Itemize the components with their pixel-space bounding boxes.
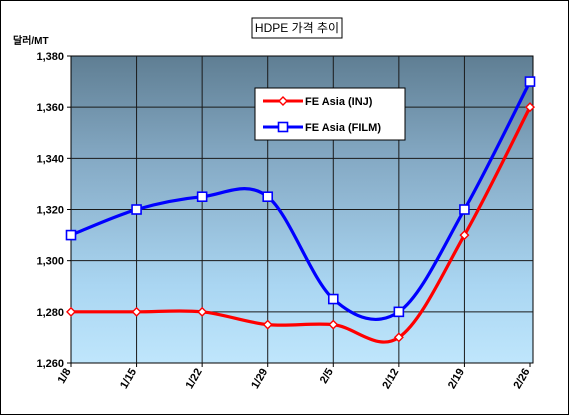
y-tick-label: 1,280 [36,307,64,319]
y-axis-unit-label: 달러/MT [13,34,49,47]
data-point-marker [524,76,536,87]
data-point-marker [131,204,142,215]
legend-label: FE Asia (INJ) [305,96,373,108]
data-point-marker [393,306,405,318]
data-point-marker [66,306,76,317]
x-tick-label: 2/26 [511,367,532,392]
data-point-marker [197,306,208,317]
x-tick-label: 1/15 [118,367,139,392]
x-tick-label: 1/29 [249,367,270,392]
legend: FE Asia (INJ) FE Asia (FILM) [254,87,406,141]
x-tick-label: 2/5 [318,367,336,386]
data-point-marker [459,230,470,241]
data-point-marker [262,191,274,203]
data-point-marker [459,204,470,215]
data-point-marker [328,319,339,330]
y-tick-label: 1,380 [36,51,64,63]
y-tick-label: 1,300 [36,256,64,268]
x-tick-label: 1/22 [184,367,205,392]
y-tick-label: 1,320 [36,205,64,217]
data-point-marker [327,293,339,305]
chart-title-box: HDPE 가격 추이 [251,17,343,39]
data-point-marker [262,319,273,330]
data-point-marker [393,332,404,343]
data-point-marker [65,229,77,241]
y-tick-label: 1,340 [36,153,64,165]
chart-title: HDPE 가격 추이 [255,21,339,35]
data-point-marker [131,306,142,317]
x-tick-label: 2/12 [380,367,401,392]
y-tick-label: 1,260 [36,358,64,370]
series-lines [65,76,536,344]
y-tick-label: 1,360 [36,102,64,114]
data-point-marker [196,191,208,203]
legend-label: FE Asia (FILM) [305,122,381,134]
legend-swatch-marker [277,121,289,133]
legend-swatch-marker [278,96,288,106]
data-point-marker [525,102,535,113]
x-tick-label: 2/19 [446,367,467,392]
